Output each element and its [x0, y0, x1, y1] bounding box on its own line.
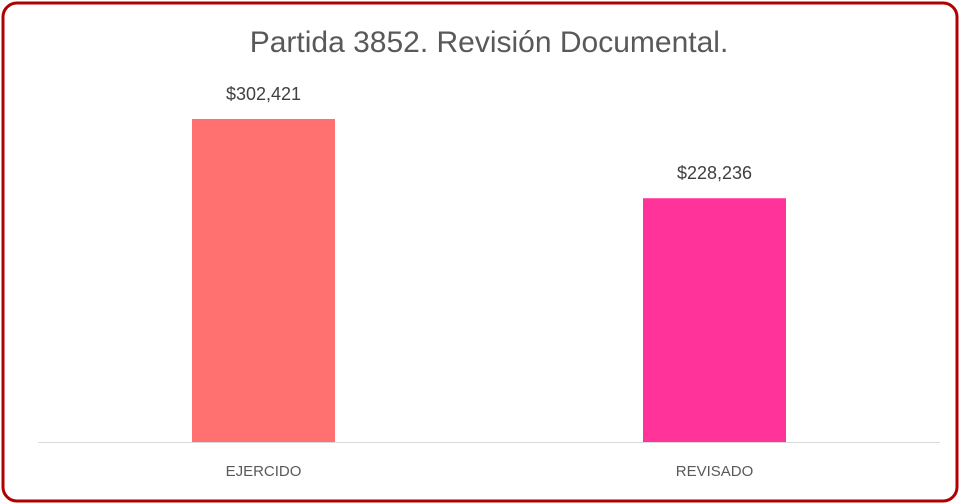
data-label: $302,421 [226, 84, 301, 104]
x-tick-label: EJERCIDO [226, 463, 302, 480]
chart-title: Partida 3852. Revisión Documental. [250, 26, 729, 59]
data-label: $228,236 [677, 163, 752, 183]
x-tick-label: REVISADO [676, 463, 754, 480]
bar [643, 198, 786, 442]
bar [192, 119, 335, 442]
